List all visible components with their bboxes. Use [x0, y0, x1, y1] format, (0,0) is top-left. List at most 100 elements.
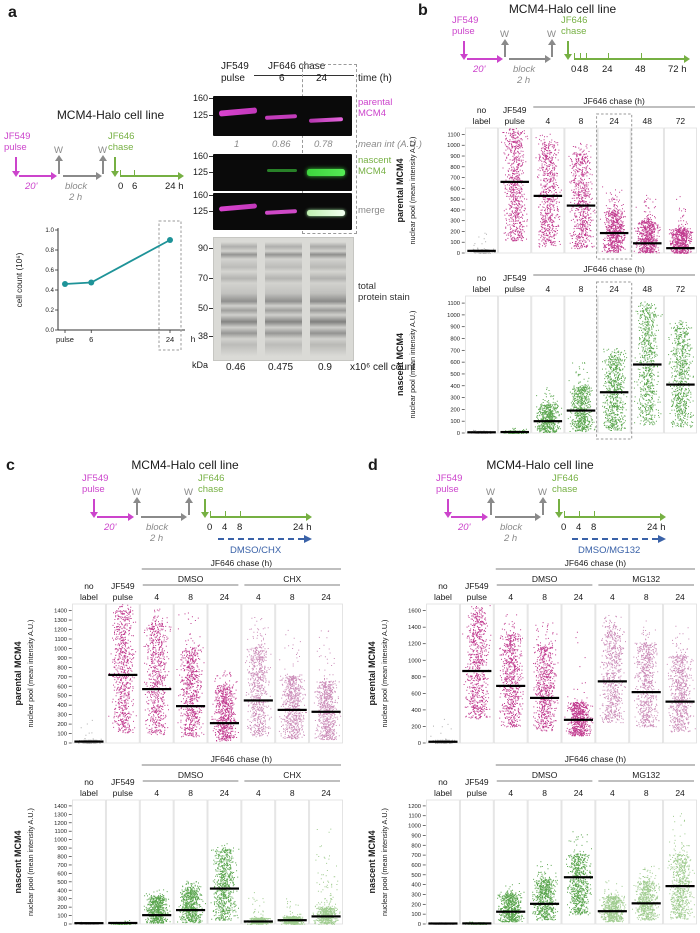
svg-text:nuclear pool (mean intensity A: nuclear pool (mean intensity A.U.)	[408, 311, 417, 419]
svg-text:8: 8	[290, 592, 295, 602]
jf549-pulse-label: JF549	[4, 131, 31, 142]
svg-text:8: 8	[542, 592, 547, 602]
svg-text:900: 900	[57, 846, 67, 852]
chase-down-arrow-icon	[554, 499, 564, 518]
blot-col-jf549b: pulse	[221, 73, 245, 84]
wash2-label: W	[184, 487, 193, 498]
timeline-tick-label: 6	[132, 181, 138, 192]
marker-125: 125	[192, 167, 208, 177]
svg-text:24: 24	[321, 592, 331, 602]
svg-text:300: 300	[450, 396, 460, 402]
jf549-pulse-label2: pulse	[436, 484, 459, 495]
marker-tick-icon	[209, 278, 213, 280]
total-protein-stain-image	[213, 237, 354, 361]
marker-tick-icon	[209, 98, 213, 100]
svg-text:0.8: 0.8	[45, 247, 54, 254]
svg-text:pulse: pulse	[113, 788, 134, 798]
pulse-duration-arrow-icon	[97, 512, 134, 522]
timeline-tick-icon	[225, 510, 227, 516]
svg-text:200: 200	[57, 905, 67, 911]
svg-text:24: 24	[220, 592, 230, 602]
wash1-up-arrow-icon	[132, 497, 142, 515]
svg-text:JF549: JF549	[503, 273, 527, 283]
svg-text:0: 0	[418, 741, 421, 747]
band	[264, 209, 298, 215]
svg-text:8: 8	[579, 116, 584, 126]
timeline-tick-icon	[210, 510, 212, 516]
mean-int-value: 0.78	[314, 139, 333, 150]
svg-text:label: label	[80, 592, 98, 602]
svg-text:JF549: JF549	[465, 777, 489, 787]
svg-text:JF549: JF549	[111, 777, 135, 787]
cell-count-line-chart: 0.0 0.2 0.4 0.6 0.8 1.0 pulse 6 24 h cell count (1…	[15, 220, 196, 351]
band	[267, 169, 297, 172]
svg-text:200: 200	[450, 407, 460, 413]
svg-text:600: 600	[450, 360, 460, 366]
svg-text:1400: 1400	[408, 625, 421, 631]
svg-text:4: 4	[545, 284, 550, 294]
svg-text:200: 200	[411, 724, 421, 730]
marker-160: 160	[192, 151, 208, 161]
wash1-up-arrow-icon	[486, 497, 496, 515]
svg-text:400: 400	[450, 208, 460, 214]
chase-timeline-arrow-icon	[564, 510, 666, 522]
svg-text:JF549: JF549	[111, 581, 135, 591]
chase-timeline-arrow-icon	[574, 52, 690, 64]
svg-text:0: 0	[418, 922, 421, 928]
timeline-tick-icon	[134, 169, 136, 175]
svg-text:72: 72	[676, 116, 686, 126]
timeline-schematic-c: JF549 pulse 20' W block 2 h W JF646 chas…	[58, 472, 338, 564]
mean-int-value: 1	[234, 139, 240, 150]
marker-tick-icon	[209, 156, 213, 158]
svg-text:JF646 chase (h): JF646 chase (h)	[211, 558, 273, 568]
svg-text:100: 100	[450, 419, 460, 425]
svg-text:1000: 1000	[447, 313, 460, 319]
pulse-duration-arrow-icon	[19, 171, 57, 181]
svg-text:4: 4	[610, 592, 615, 602]
svg-text:600: 600	[411, 691, 421, 697]
marker-tick-icon	[209, 195, 213, 197]
svg-text:600: 600	[57, 684, 67, 690]
band	[308, 117, 344, 123]
svg-text:100: 100	[411, 912, 421, 918]
nascent-mcm4-label: nascent	[358, 155, 392, 166]
svg-text:0: 0	[457, 251, 460, 257]
pulse-duration-arrow-icon	[467, 54, 503, 64]
blot-group-underline	[254, 75, 354, 76]
timeline-tick-label: 8	[591, 522, 597, 533]
svg-text:100: 100	[450, 240, 460, 246]
svg-text:800: 800	[450, 337, 460, 343]
timeline-tick-label: 4	[222, 522, 228, 533]
svg-text:300: 300	[411, 892, 421, 898]
svg-text:8: 8	[290, 788, 295, 798]
svg-text:CHX: CHX	[283, 574, 301, 584]
band	[307, 210, 345, 216]
kda-label: kDa	[192, 360, 209, 370]
svg-text:700: 700	[57, 863, 67, 869]
svg-text:8: 8	[188, 592, 193, 602]
total-protein-stain-label2: protein stain	[358, 292, 410, 303]
marker-160: 160	[192, 190, 208, 200]
svg-text:0.4: 0.4	[45, 287, 54, 294]
svg-text:pulse: pulse	[505, 284, 526, 294]
marker-tick-icon	[209, 172, 213, 174]
svg-text:700: 700	[411, 853, 421, 859]
marker-38: 38	[197, 331, 208, 341]
svg-text:24: 24	[574, 592, 584, 602]
block-label: block	[513, 64, 536, 75]
svg-text:0.6: 0.6	[45, 267, 54, 274]
timeline-tick-icon	[120, 169, 122, 175]
svg-text:0: 0	[64, 922, 67, 928]
svg-text:800: 800	[411, 843, 421, 849]
svg-text:6: 6	[89, 335, 93, 344]
svg-text:400: 400	[57, 888, 67, 894]
wash1-up-arrow-icon	[500, 39, 510, 57]
timeline-schematic-a: JF549 pulse 20' W block 2 h W JF646 chas…	[2, 128, 197, 223]
svg-text:1000: 1000	[447, 143, 460, 149]
timeline-tick-label: 72 h	[668, 64, 687, 75]
svg-text:72: 72	[676, 284, 686, 294]
svg-text:1600: 1600	[408, 609, 421, 615]
svg-text:0.2: 0.2	[45, 307, 54, 314]
